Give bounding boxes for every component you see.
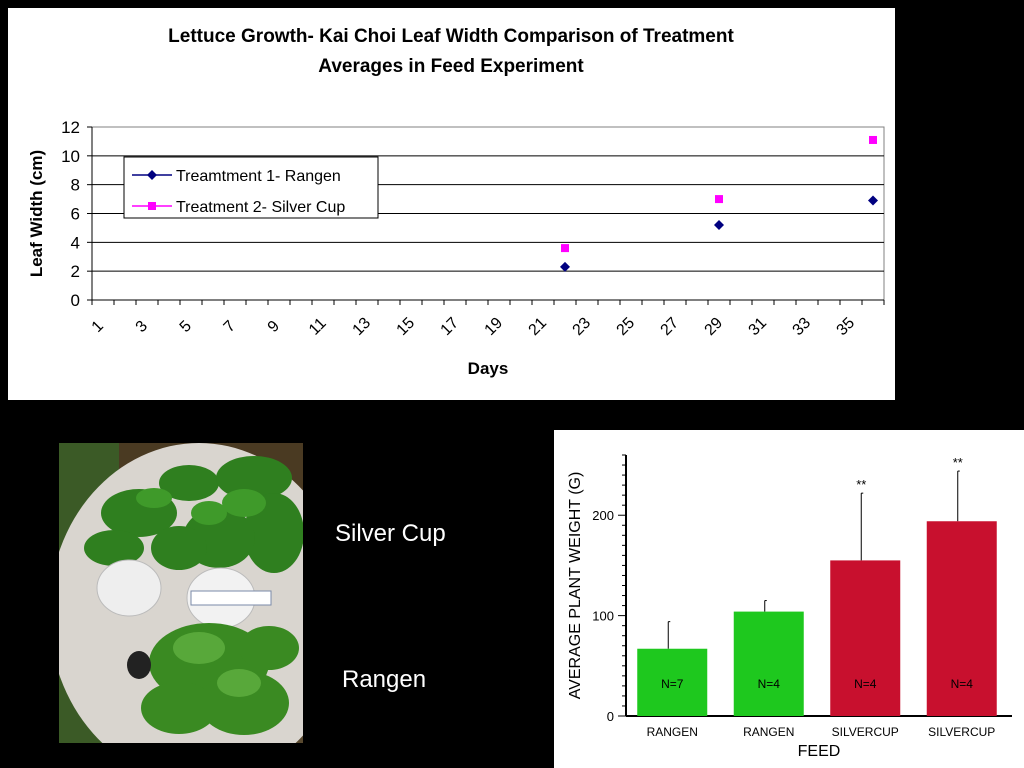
y-tick-label: 8: [71, 176, 80, 195]
category-label: SILVERCUP: [832, 725, 899, 739]
y-tick-label: 10: [61, 147, 80, 166]
x-axis-label: Days: [468, 359, 509, 378]
x-tick-label: 31: [746, 314, 771, 339]
category-label: RANGEN: [647, 725, 698, 739]
y-axis-label: AVERAGE PLANT WEIGHT (G): [567, 472, 584, 700]
data-point-rangen: [868, 195, 878, 206]
x-tick-label: 19: [482, 314, 507, 339]
x-tick-label: 7: [221, 318, 239, 336]
category-label: RANGEN: [743, 725, 794, 739]
bar-n-label: N=4: [951, 677, 974, 691]
y-tick-label: 0: [71, 291, 80, 310]
y-axis-label: Leaf Width (cm): [27, 150, 46, 277]
x-tick-label: 29: [702, 314, 727, 339]
x-tick-label: 3: [133, 318, 151, 336]
bar: [830, 560, 901, 716]
y-tick-label: 200: [592, 508, 614, 523]
y-tick-label: 100: [592, 609, 614, 624]
bar-n-label: N=7: [661, 677, 684, 691]
x-tick-label: 23: [570, 314, 595, 339]
data-point-rangen: [714, 220, 724, 231]
x-tick-label: 35: [834, 314, 859, 339]
legend: Treamtment 1- Rangen Treatment 2- Silver …: [123, 156, 379, 219]
y-tick-label: 12: [61, 118, 80, 137]
bar-n-label: N=4: [854, 677, 877, 691]
leaf-width-chart-panel: Lettuce Growth- Kai Choi Leaf Width Comp…: [8, 8, 895, 400]
legend-entry: Treatment 2- Silver Cup: [176, 199, 345, 216]
bar-n-label: N=4: [758, 677, 781, 691]
data-point-rangen: [560, 261, 570, 272]
x-tick-label: 27: [658, 314, 683, 339]
significance-marker: **: [856, 477, 866, 492]
data-point-silver-cup: [715, 195, 723, 204]
x-tick-label: 21: [526, 314, 551, 339]
x-tick-label: 25: [614, 314, 639, 339]
x-axis-label: FEED: [798, 743, 841, 760]
bar: [637, 648, 708, 716]
lettuce-plants-photo: [59, 443, 303, 743]
legend-entry: Treamtment 1- Rangen: [176, 168, 341, 185]
x-tick-label: 15: [394, 314, 419, 339]
silver-cup-label: Silver Cup: [335, 520, 446, 547]
y-tick-label: 4: [71, 233, 80, 252]
leaf-width-chart: Lettuce Growth- Kai Choi Leaf Width Comp…: [27, 26, 885, 378]
data-point-silver-cup: [561, 244, 569, 253]
significance-marker: **: [953, 455, 963, 470]
y-tick-label: 6: [71, 205, 80, 224]
x-tick-label: 13: [350, 314, 375, 339]
x-tick-label: 17: [438, 314, 463, 339]
x-tick-label: 9: [265, 318, 283, 336]
data-point-silver-cup: [869, 135, 877, 144]
chart-title-line: Lettuce Growth- Kai Choi Leaf Width Comp…: [168, 26, 734, 47]
bar: [733, 611, 804, 716]
plant-weight-chart-panel: 0 100 200 N=7 RANGEN N=4 RANGEN N=4 ** SILVERCUP N…: [554, 430, 1024, 768]
legend-marker: [147, 170, 157, 180]
x-tick-label: 1: [89, 318, 107, 336]
x-tick-label: 11: [306, 315, 330, 339]
y-tick-label: 0: [607, 709, 614, 724]
legend-marker: [148, 202, 156, 210]
category-label: SILVERCUP: [928, 725, 995, 739]
plant-weight-chart: 0 100 200 N=7 RANGEN N=4 RANGEN N=4 ** SILVERCUP N…: [567, 454, 1012, 760]
legend-box: [123, 156, 379, 219]
x-tick-label: 33: [790, 314, 815, 339]
chart-title-line: Averages in Feed Experiment: [318, 56, 584, 77]
bar: [926, 521, 997, 716]
rangen-label: Rangen: [342, 666, 427, 693]
y-tick-label: 2: [71, 262, 80, 281]
x-tick-label: 5: [177, 318, 195, 336]
